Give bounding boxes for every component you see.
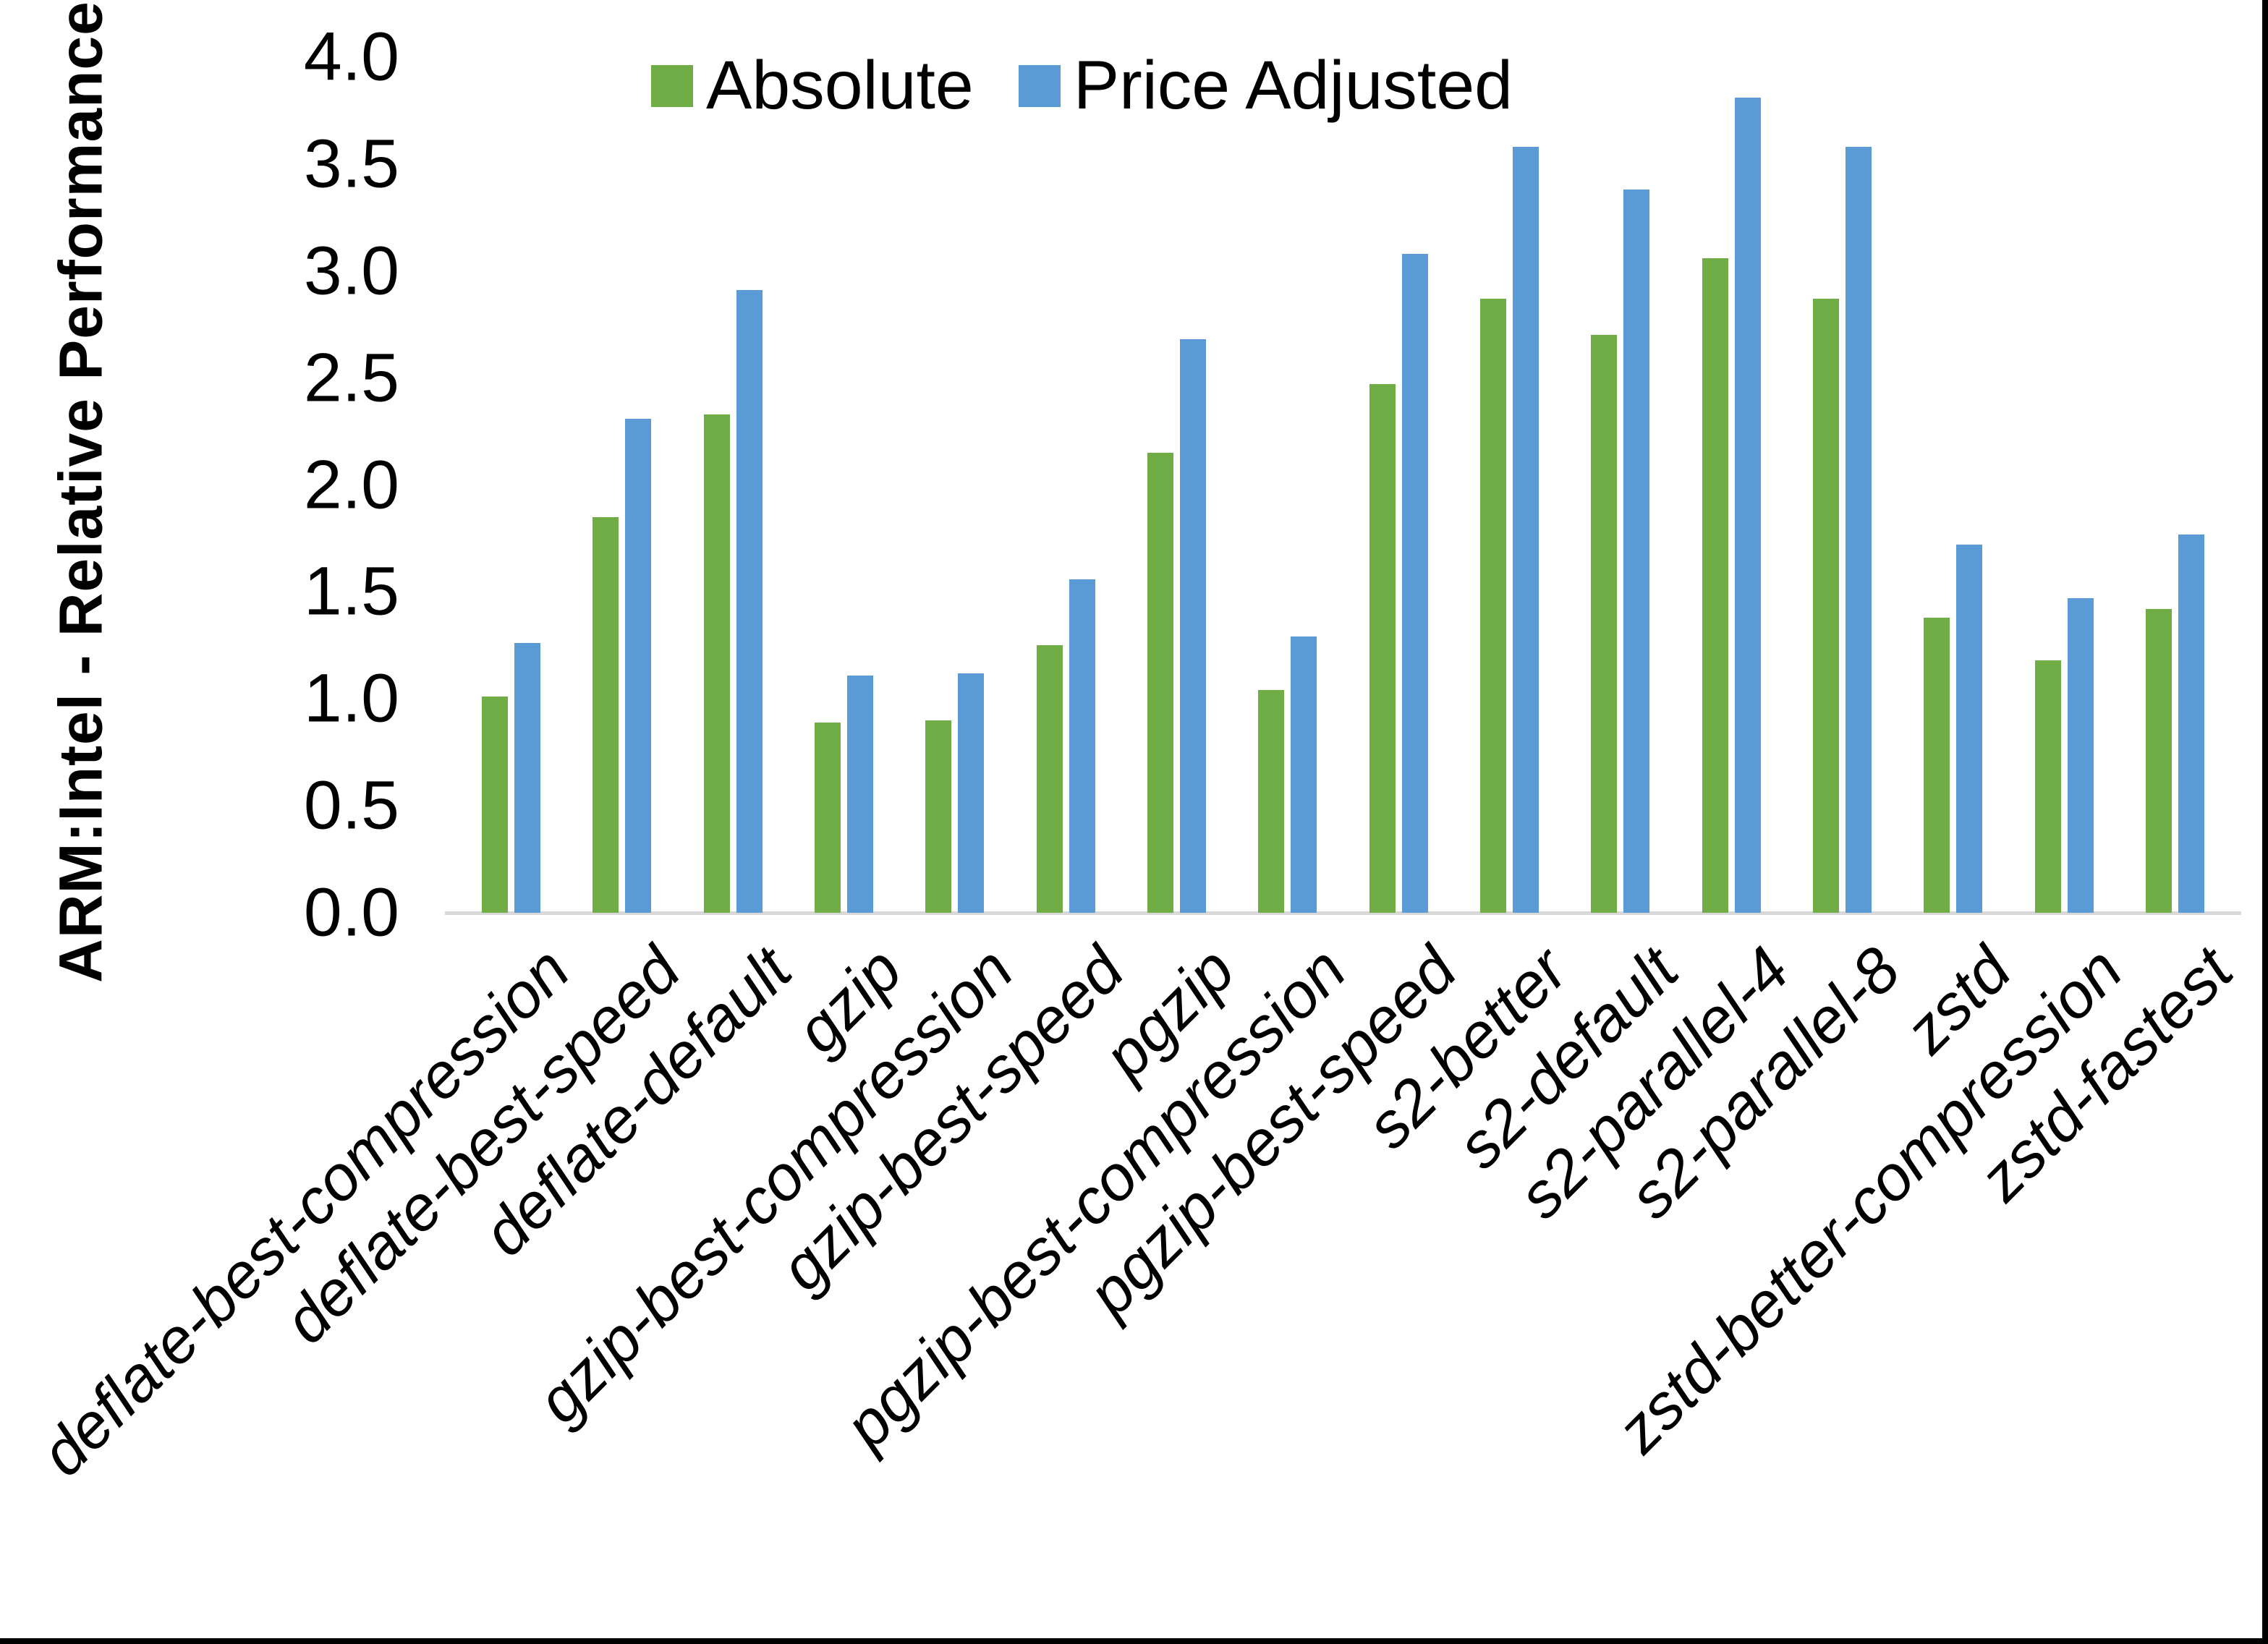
y-axis-tick-label: 2.5 — [303, 339, 399, 417]
bar-absolute-pgzip-best-speed — [1369, 384, 1396, 913]
legend-entry-absolute: Absolute — [651, 46, 974, 125]
legend-label-absolute: Absolute — [706, 47, 974, 124]
chart-legend: Absolute Price Adjusted — [651, 46, 1513, 125]
y-axis-title: ARM:Intel - Relative Performance — [46, 1, 115, 983]
y-axis-tick-label: 0.5 — [303, 767, 399, 844]
bar-price-adjusted-s2-parallel-8 — [1845, 147, 1872, 913]
bar-absolute-deflate-best-compression — [482, 697, 509, 913]
bar-price-adjusted-pgzip-best-compression — [1291, 636, 1317, 913]
bar-price-adjusted-gzip-best-speed — [1069, 579, 1095, 913]
bar-price-adjusted-deflate-default — [736, 290, 763, 913]
legend-label-price-adjusted: Price Adjusted — [1073, 47, 1513, 124]
bar-absolute-s2-better — [1479, 299, 1506, 913]
x-axis-line — [445, 911, 2241, 915]
price-adjusted-series-swatch-icon — [1018, 64, 1061, 107]
bar-price-adjusted-zstd-fastest — [2178, 534, 2204, 913]
bar-absolute-gzip — [815, 722, 841, 913]
y-axis-tick-label: 4.0 — [303, 18, 399, 95]
absolute-series-swatch-icon — [651, 64, 693, 107]
bar-price-adjusted-gzip-best-compression — [958, 673, 985, 913]
bar-absolute-zstd — [1924, 617, 1950, 913]
bar-price-adjusted-s2-default — [1623, 189, 1650, 913]
bar-absolute-deflate-best-speed — [593, 516, 619, 913]
y-axis-tick-label: 1.5 — [303, 553, 399, 630]
bar-absolute-s2-parallel-4 — [1702, 258, 1728, 913]
y-axis-tick-label: 3.0 — [303, 232, 399, 310]
bar-price-adjusted-zstd-better-compression — [2067, 598, 2094, 913]
y-axis-tick-label: 1.0 — [303, 660, 399, 737]
bar-price-adjusted-pgzip-best-speed — [1401, 254, 1428, 913]
bar-absolute-s2-default — [1591, 335, 1618, 913]
bar-absolute-pgzip-best-compression — [1258, 690, 1285, 913]
bar-absolute-zstd-fastest — [2145, 609, 2172, 913]
bar-price-adjusted-zstd — [1956, 545, 1983, 913]
bar-absolute-pgzip — [1147, 453, 1174, 913]
bar-absolute-s2-parallel-8 — [1812, 299, 1839, 913]
y-axis-tick-label: 2.0 — [303, 446, 399, 523]
y-axis-tick-label: 0.0 — [303, 874, 399, 951]
bar-price-adjusted-deflate-best-compression — [514, 643, 541, 913]
legend-entry-price-adjusted: Price Adjusted — [1018, 46, 1513, 125]
bar-price-adjusted-s2-parallel-4 — [1734, 98, 1761, 913]
bar-price-adjusted-s2-better — [1512, 147, 1539, 913]
bar-absolute-gzip-best-speed — [1036, 645, 1063, 913]
bar-price-adjusted-pgzip — [1180, 339, 1207, 913]
bar-absolute-deflate-default — [703, 414, 730, 913]
bar-price-adjusted-gzip — [847, 675, 874, 913]
bar-absolute-gzip-best-compression — [925, 720, 952, 913]
y-axis-tick-label: 3.5 — [303, 125, 399, 203]
bar-price-adjusted-deflate-best-speed — [625, 418, 652, 913]
bar-absolute-zstd-better-compression — [2034, 660, 2061, 913]
